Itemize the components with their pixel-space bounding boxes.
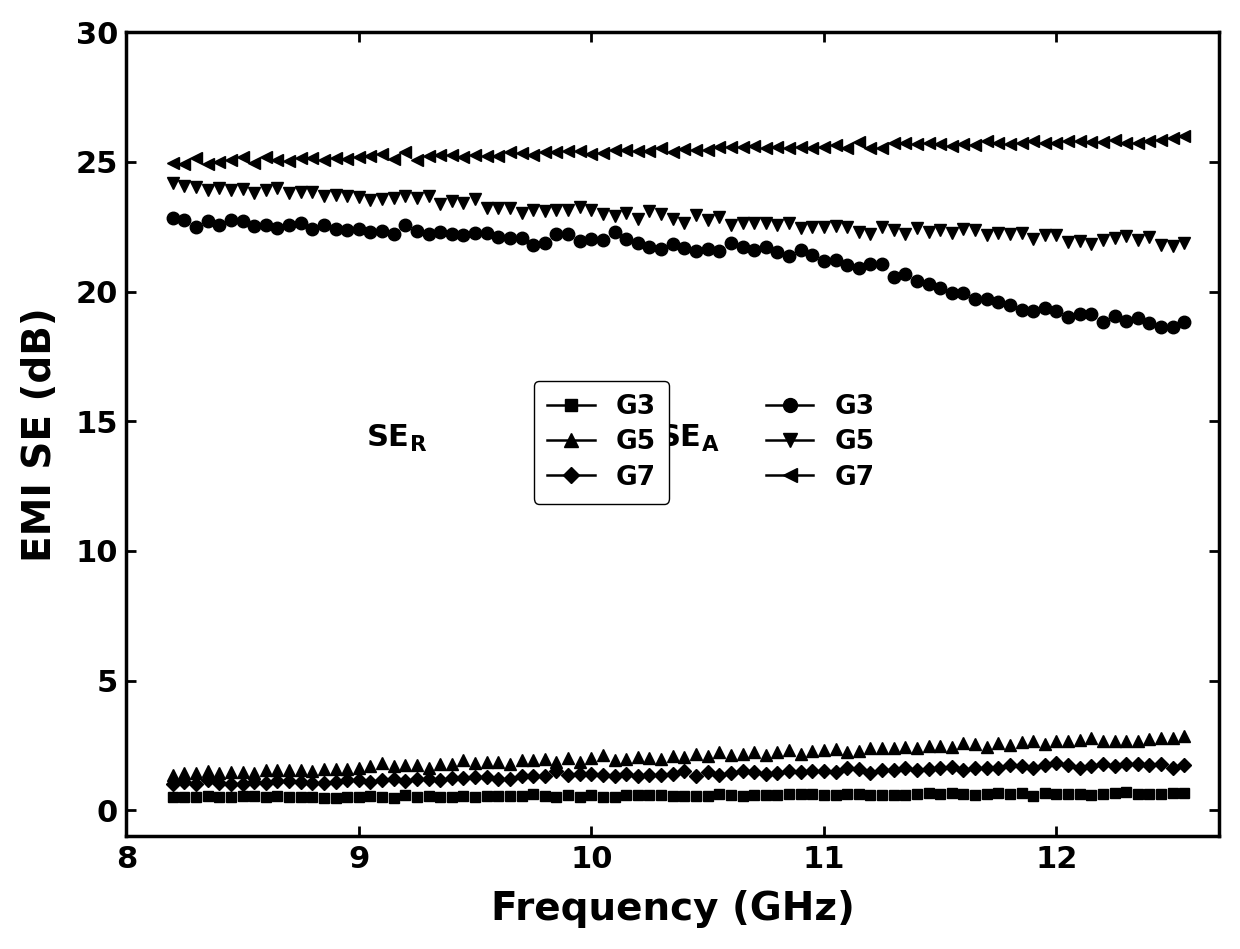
Y-axis label: EMI SE (dB): EMI SE (dB) [21, 307, 58, 562]
Legend: G3, G5, G7: G3, G5, G7 [534, 381, 670, 504]
Text: $\mathbf{SE_R}$: $\mathbf{SE_R}$ [366, 422, 427, 454]
X-axis label: Frequency (GHz): Frequency (GHz) [491, 890, 854, 928]
Text: $\mathbf{SE_A}$: $\mathbf{SE_A}$ [658, 422, 719, 454]
